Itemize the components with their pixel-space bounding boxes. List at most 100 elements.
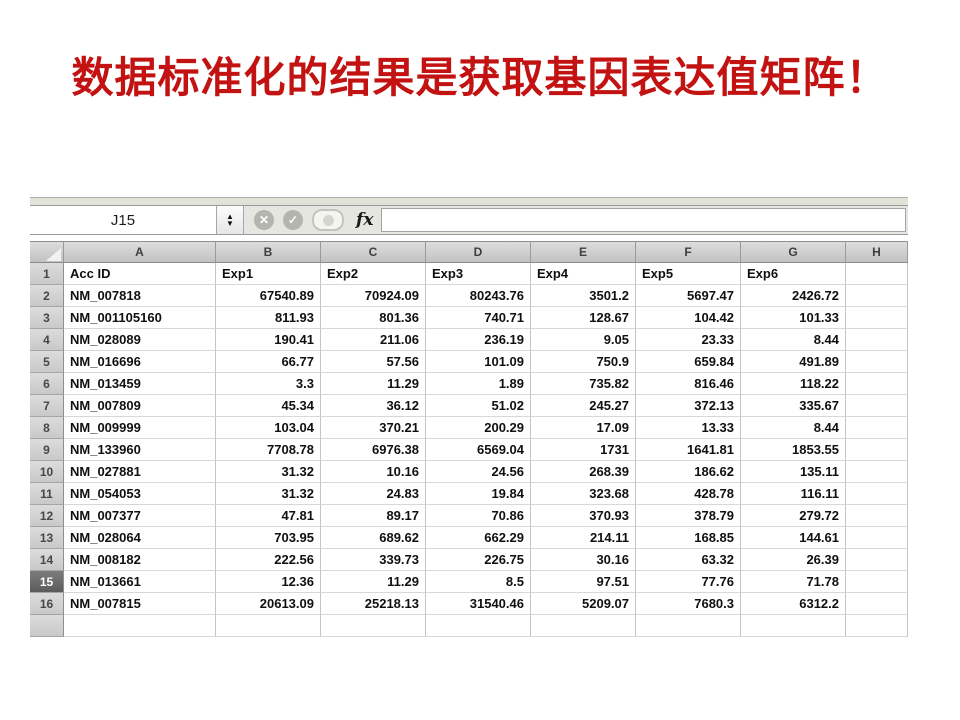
cell-F7[interactable]: 372.13 xyxy=(636,395,741,417)
cell-A4[interactable]: NM_028089 xyxy=(64,329,216,351)
cell-E14[interactable]: 30.16 xyxy=(531,549,636,571)
accept-button[interactable]: ✓ xyxy=(283,210,303,230)
row-header-partial[interactable] xyxy=(30,615,64,637)
cell-C1[interactable]: Exp2 xyxy=(321,263,426,285)
cell-G10[interactable]: 135.11 xyxy=(741,461,846,483)
cell-E13[interactable]: 214.11 xyxy=(531,527,636,549)
cell-Fx[interactable] xyxy=(636,615,741,637)
cell-F3[interactable]: 104.42 xyxy=(636,307,741,329)
cell-B7[interactable]: 45.34 xyxy=(216,395,321,417)
cell-C11[interactable]: 24.83 xyxy=(321,483,426,505)
cell-B9[interactable]: 7708.78 xyxy=(216,439,321,461)
cell-A14[interactable]: NM_008182 xyxy=(64,549,216,571)
cell-E7[interactable]: 245.27 xyxy=(531,395,636,417)
cell-Ex[interactable] xyxy=(531,615,636,637)
cell-D14[interactable]: 226.75 xyxy=(426,549,531,571)
cell-E11[interactable]: 323.68 xyxy=(531,483,636,505)
cell-A6[interactable]: NM_013459 xyxy=(64,373,216,395)
cell-D5[interactable]: 101.09 xyxy=(426,351,531,373)
cell-G9[interactable]: 1853.55 xyxy=(741,439,846,461)
cell-Dx[interactable] xyxy=(426,615,531,637)
cell-B1[interactable]: Exp1 xyxy=(216,263,321,285)
cell-D6[interactable]: 1.89 xyxy=(426,373,531,395)
cell-E5[interactable]: 750.9 xyxy=(531,351,636,373)
cell-A2[interactable]: NM_007818 xyxy=(64,285,216,307)
cell-A1[interactable]: Acc ID xyxy=(64,263,216,285)
cell-D9[interactable]: 6569.04 xyxy=(426,439,531,461)
cell-D1[interactable]: Exp3 xyxy=(426,263,531,285)
stepper-up-icon[interactable]: ▲ xyxy=(226,212,234,221)
row-header-1[interactable]: 1 xyxy=(30,263,64,285)
cell-F16[interactable]: 7680.3 xyxy=(636,593,741,615)
function-builder-icon[interactable] xyxy=(312,209,344,231)
cell-H10[interactable] xyxy=(846,461,908,483)
cell-F11[interactable]: 428.78 xyxy=(636,483,741,505)
cell-F4[interactable]: 23.33 xyxy=(636,329,741,351)
cell-C2[interactable]: 70924.09 xyxy=(321,285,426,307)
cell-C4[interactable]: 211.06 xyxy=(321,329,426,351)
cell-F10[interactable]: 186.62 xyxy=(636,461,741,483)
cell-C10[interactable]: 10.16 xyxy=(321,461,426,483)
cell-B15[interactable]: 12.36 xyxy=(216,571,321,593)
cell-H15[interactable] xyxy=(846,571,908,593)
cell-G5[interactable]: 491.89 xyxy=(741,351,846,373)
cell-A5[interactable]: NM_016696 xyxy=(64,351,216,373)
cell-D16[interactable]: 31540.46 xyxy=(426,593,531,615)
cell-C5[interactable]: 57.56 xyxy=(321,351,426,373)
cell-G7[interactable]: 335.67 xyxy=(741,395,846,417)
cell-D8[interactable]: 200.29 xyxy=(426,417,531,439)
column-header-A[interactable]: A xyxy=(64,241,216,263)
cell-H5[interactable] xyxy=(846,351,908,373)
row-header-15[interactable]: 15 xyxy=(30,571,64,593)
cell-E15[interactable]: 97.51 xyxy=(531,571,636,593)
cell-G15[interactable]: 71.78 xyxy=(741,571,846,593)
cell-F12[interactable]: 378.79 xyxy=(636,505,741,527)
name-box-stepper[interactable]: ▲ ▼ xyxy=(216,206,244,234)
cell-E12[interactable]: 370.93 xyxy=(531,505,636,527)
cell-G4[interactable]: 8.44 xyxy=(741,329,846,351)
cell-A3[interactable]: NM_001105160 xyxy=(64,307,216,329)
cell-C12[interactable]: 89.17 xyxy=(321,505,426,527)
cell-Ax[interactable] xyxy=(64,615,216,637)
row-header-6[interactable]: 6 xyxy=(30,373,64,395)
row-header-7[interactable]: 7 xyxy=(30,395,64,417)
cell-H11[interactable] xyxy=(846,483,908,505)
cell-G3[interactable]: 101.33 xyxy=(741,307,846,329)
cell-F2[interactable]: 5697.47 xyxy=(636,285,741,307)
cell-E9[interactable]: 1731 xyxy=(531,439,636,461)
cell-D13[interactable]: 662.29 xyxy=(426,527,531,549)
cell-B13[interactable]: 703.95 xyxy=(216,527,321,549)
cell-Cx[interactable] xyxy=(321,615,426,637)
column-header-F[interactable]: F xyxy=(636,241,741,263)
cell-C15[interactable]: 11.29 xyxy=(321,571,426,593)
cell-C3[interactable]: 801.36 xyxy=(321,307,426,329)
cell-H6[interactable] xyxy=(846,373,908,395)
cell-H13[interactable] xyxy=(846,527,908,549)
cell-H12[interactable] xyxy=(846,505,908,527)
row-header-13[interactable]: 13 xyxy=(30,527,64,549)
cell-G14[interactable]: 26.39 xyxy=(741,549,846,571)
column-header-E[interactable]: E xyxy=(531,241,636,263)
cell-Hx[interactable] xyxy=(846,615,908,637)
cell-C7[interactable]: 36.12 xyxy=(321,395,426,417)
cell-name-box[interactable]: J15 xyxy=(30,206,216,234)
cell-E16[interactable]: 5209.07 xyxy=(531,593,636,615)
row-header-8[interactable]: 8 xyxy=(30,417,64,439)
cell-B4[interactable]: 190.41 xyxy=(216,329,321,351)
cell-H3[interactable] xyxy=(846,307,908,329)
cell-B12[interactable]: 47.81 xyxy=(216,505,321,527)
cell-C9[interactable]: 6976.38 xyxy=(321,439,426,461)
column-header-H[interactable]: H xyxy=(846,241,908,263)
cell-E3[interactable]: 128.67 xyxy=(531,307,636,329)
cell-C14[interactable]: 339.73 xyxy=(321,549,426,571)
row-header-10[interactable]: 10 xyxy=(30,461,64,483)
cell-C16[interactable]: 25218.13 xyxy=(321,593,426,615)
cell-G12[interactable]: 279.72 xyxy=(741,505,846,527)
cell-E1[interactable]: Exp4 xyxy=(531,263,636,285)
cell-C6[interactable]: 11.29 xyxy=(321,373,426,395)
row-header-11[interactable]: 11 xyxy=(30,483,64,505)
cell-H2[interactable] xyxy=(846,285,908,307)
row-header-12[interactable]: 12 xyxy=(30,505,64,527)
cell-A11[interactable]: NM_054053 xyxy=(64,483,216,505)
cancel-button[interactable]: ✕ xyxy=(254,210,274,230)
